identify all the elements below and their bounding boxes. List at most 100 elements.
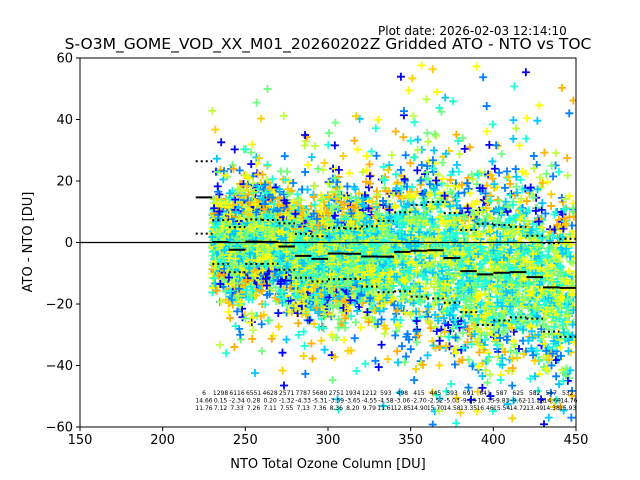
scatter-point bbox=[319, 165, 328, 174]
scatter-point bbox=[210, 223, 219, 232]
scatter-point bbox=[208, 233, 217, 242]
scatter-point bbox=[221, 171, 230, 180]
scatter-point bbox=[350, 136, 359, 145]
scatter-point bbox=[234, 184, 243, 193]
scatter-point bbox=[235, 166, 244, 175]
scatter-point bbox=[250, 368, 259, 377]
scatter-point bbox=[232, 234, 241, 243]
scatter-point bbox=[278, 348, 287, 357]
scatter-point bbox=[274, 309, 283, 318]
scatter-point bbox=[257, 347, 266, 356]
scatter-point bbox=[249, 326, 258, 335]
scatter-point bbox=[252, 98, 261, 107]
scatter-point bbox=[212, 154, 221, 163]
scatter-point bbox=[226, 210, 235, 219]
scatter-point bbox=[226, 314, 235, 323]
scatter-point bbox=[316, 202, 325, 211]
scatter-point bbox=[265, 316, 274, 325]
scatter-point bbox=[234, 214, 243, 223]
scatter-point bbox=[248, 334, 257, 343]
scatter-point bbox=[331, 118, 340, 127]
scatter-point bbox=[283, 167, 292, 176]
scatter-point bbox=[308, 354, 317, 363]
scatter-point bbox=[231, 208, 240, 217]
scatter-point bbox=[229, 200, 238, 209]
scatter-point bbox=[210, 204, 219, 213]
scatter-point bbox=[235, 284, 244, 293]
scatter-point bbox=[313, 164, 322, 173]
scatter-point bbox=[301, 168, 310, 177]
scatter-point bbox=[213, 241, 222, 250]
scatter-point bbox=[300, 141, 309, 150]
scatter-point bbox=[226, 287, 235, 296]
scatter-point bbox=[301, 369, 310, 378]
scatter-point bbox=[307, 153, 316, 162]
scatter-point bbox=[224, 273, 233, 282]
scatter-point bbox=[220, 167, 229, 176]
scatter-point bbox=[216, 340, 225, 349]
scatter-point bbox=[216, 279, 225, 288]
scatter-point bbox=[211, 125, 220, 134]
scatter-point bbox=[324, 129, 333, 138]
scatter-point bbox=[294, 319, 303, 328]
scatter-point bbox=[241, 314, 250, 323]
scatter-point bbox=[257, 114, 266, 123]
scatter-point bbox=[280, 152, 289, 161]
scatter-point bbox=[339, 151, 348, 160]
chart-title: S-O3M_GOME_VOD_XX_M01_20260202Z Gridded … bbox=[65, 35, 592, 54]
scatter-point bbox=[279, 111, 288, 120]
scatter-point bbox=[311, 141, 320, 150]
scatter-point bbox=[278, 366, 287, 375]
scatter-point bbox=[233, 307, 242, 316]
scatter-point bbox=[213, 230, 222, 239]
scatter-point bbox=[211, 199, 220, 208]
scatter-point bbox=[217, 138, 226, 147]
scatter-point bbox=[231, 254, 240, 263]
scatter-point bbox=[353, 145, 362, 154]
scatter-points bbox=[208, 61, 576, 427]
scatter-point bbox=[231, 322, 240, 331]
plot-date: Plot date: 2026-02-03 12:14:10 bbox=[378, 24, 567, 38]
scatter-point bbox=[320, 345, 329, 354]
scatter-point bbox=[227, 260, 236, 269]
scatter-point bbox=[234, 291, 243, 300]
scatter-point bbox=[279, 381, 288, 390]
scatter-point bbox=[224, 307, 233, 316]
scatter-point bbox=[328, 376, 337, 385]
scatter-point bbox=[330, 141, 339, 150]
scatter-point bbox=[319, 324, 328, 333]
scatter-point bbox=[236, 298, 245, 307]
scatter-point bbox=[258, 170, 267, 179]
scatter-point bbox=[303, 185, 312, 194]
scatter-point bbox=[247, 140, 256, 149]
scatter-point bbox=[324, 179, 333, 188]
scatter-point bbox=[236, 330, 245, 339]
scatter-point bbox=[247, 160, 256, 169]
scatter-point bbox=[303, 160, 312, 169]
scatter-point bbox=[231, 227, 240, 236]
scatter-point bbox=[222, 349, 231, 358]
scatter-point bbox=[215, 207, 224, 216]
scatter-point bbox=[239, 187, 248, 196]
scatter-point bbox=[299, 352, 308, 361]
scatter-point bbox=[209, 274, 218, 283]
scatter-point bbox=[235, 272, 244, 281]
scatter-point bbox=[230, 343, 239, 352]
scatter-point bbox=[225, 189, 234, 198]
scatter-point bbox=[208, 106, 217, 115]
scatter-point bbox=[213, 182, 222, 191]
scatter-point bbox=[282, 335, 291, 344]
scatter-point bbox=[212, 286, 221, 295]
scatter-point bbox=[216, 297, 225, 306]
scatter-point bbox=[230, 279, 239, 288]
scatter-point bbox=[339, 335, 348, 344]
scatter-point bbox=[274, 322, 283, 331]
scatter-point bbox=[353, 306, 362, 315]
scatter-point bbox=[229, 164, 238, 173]
scatter-point bbox=[230, 145, 239, 154]
scatter-point bbox=[263, 160, 272, 169]
scatter-point bbox=[263, 84, 272, 93]
scatter-point bbox=[317, 336, 326, 345]
scatter-point bbox=[310, 182, 319, 191]
